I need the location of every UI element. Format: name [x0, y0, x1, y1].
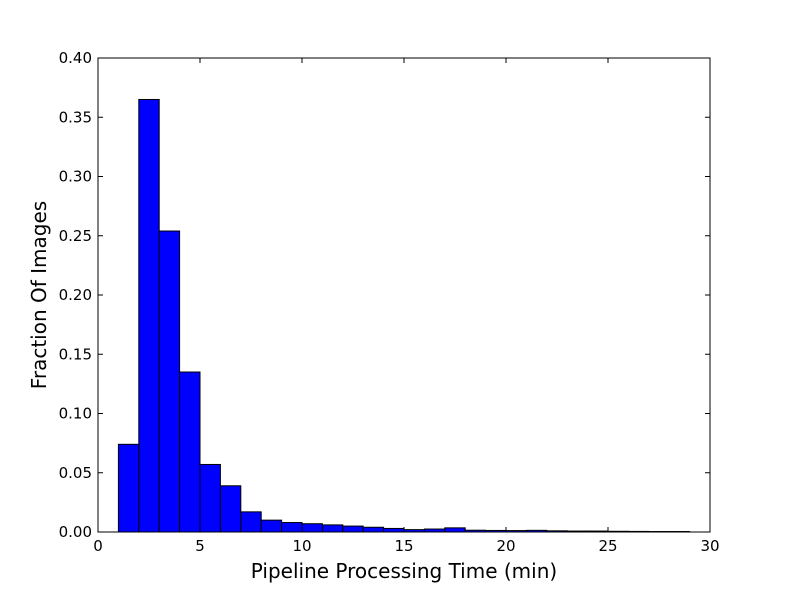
histogram-bar — [383, 527, 405, 533]
histogram-bar — [158, 230, 181, 533]
x-tick-label: 15 — [394, 537, 413, 555]
y-tick-label: 0.20 — [59, 286, 92, 304]
histogram-bar — [199, 463, 221, 533]
y-axis-ticks: 0.00 0.05 0.10 0.15 0.20 0.25 0.30 0.35 0.40 — [59, 49, 710, 541]
histogram-bar — [260, 519, 283, 533]
histogram-bar — [219, 485, 242, 533]
y-tick-label: 0.10 — [59, 405, 92, 423]
x-axis-ticks: 0 5 10 15 20 25 30 — [93, 58, 720, 555]
x-tick-label: 30 — [700, 537, 719, 555]
histogram-bar — [117, 443, 140, 533]
x-axis-label: Pipeline Processing Time (min) — [251, 559, 557, 583]
histogram-bar — [138, 98, 160, 533]
y-axis-label: Fraction Of Images — [27, 201, 51, 389]
histogram-bar — [444, 527, 466, 533]
y-tick-label: 0.15 — [59, 345, 92, 363]
histogram-bar — [342, 525, 364, 533]
histogram-bar — [281, 522, 303, 533]
y-tick-label: 0.25 — [59, 227, 92, 245]
y-tick-label: 0.40 — [59, 49, 92, 67]
x-tick-label: 20 — [496, 537, 515, 555]
y-tick-label: 0.30 — [59, 168, 92, 186]
x-tick-label: 0 — [93, 537, 103, 555]
bars-group — [117, 98, 691, 533]
y-tick-label: 0.00 — [59, 523, 92, 541]
y-tick-label: 0.35 — [59, 108, 92, 126]
histogram-bar — [179, 371, 201, 533]
x-tick-label: 25 — [598, 537, 617, 555]
histogram-bar — [240, 511, 262, 533]
histogram-bar — [321, 524, 344, 533]
x-tick-label: 10 — [292, 537, 311, 555]
y-tick-label: 0.05 — [59, 464, 92, 482]
x-tick-label: 5 — [195, 537, 205, 555]
histogram-bar — [301, 523, 323, 533]
histogram-bar — [362, 526, 385, 533]
